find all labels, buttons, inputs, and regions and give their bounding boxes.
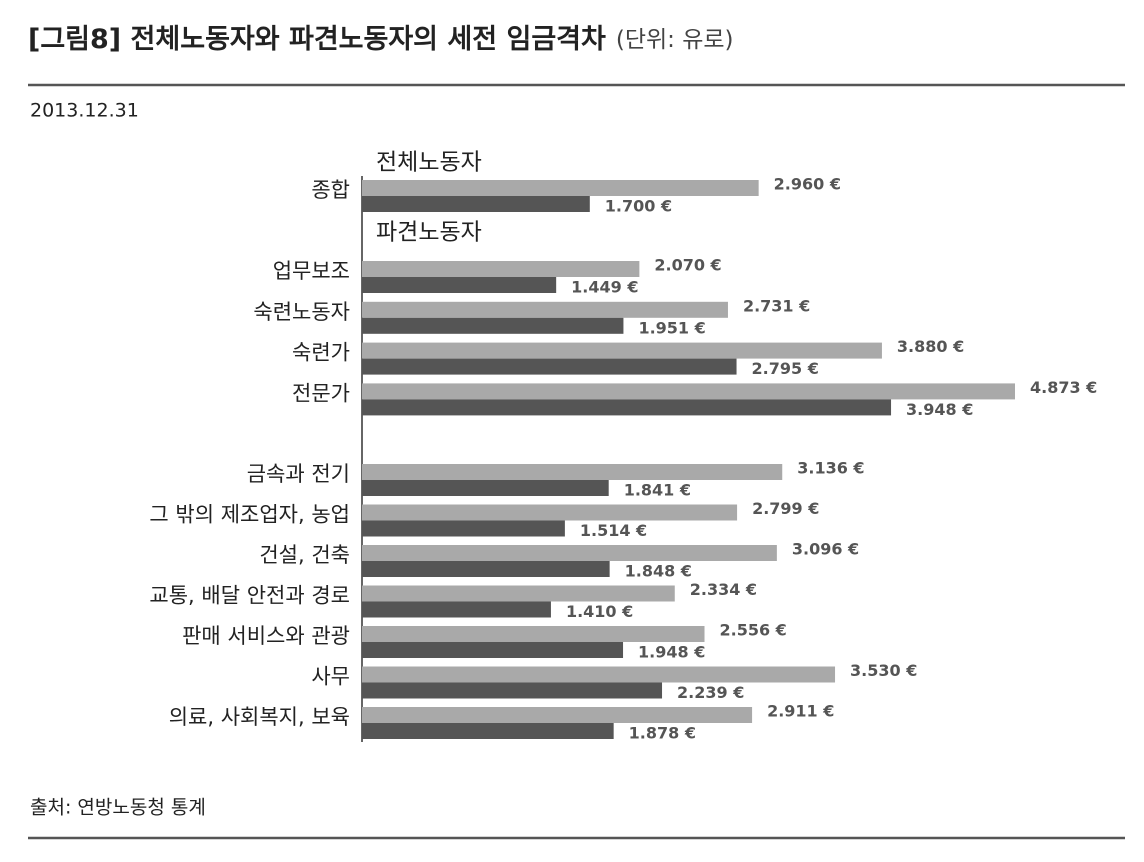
bar [362,317,624,334]
value-label: 1.848 € [625,562,692,581]
value-label: 1.948 € [638,643,705,662]
bar [362,180,759,196]
bar [362,642,624,658]
bar [362,682,663,699]
bar [362,504,738,521]
value-label: 2.239 € [677,683,744,702]
category-label: 숙련가 [292,341,350,365]
category-label: 판매 서비스와 관광 [182,624,350,648]
value-label: 3.948 € [906,400,973,419]
value-label: 1.841 € [624,481,691,500]
value-label: 3.880 € [897,337,964,356]
category-label: 숙련노동자 [253,300,350,324]
value-label: 1.700 € [605,197,672,216]
value-label: 1.951 € [638,318,705,337]
value-label: 2.795 € [752,359,819,378]
value-label: 3.530 € [850,661,917,680]
bar [362,666,836,683]
bar [362,520,565,537]
bar [362,301,728,318]
bar [362,480,609,496]
value-label: 1.410 € [566,602,633,621]
bar [362,561,610,577]
category-label: 의료, 사회복지, 보육 [169,705,350,729]
unit-label: (단위: 유로) [616,27,734,53]
category-label: 그 밖의 제조업자, 농업 [149,503,350,527]
legend-label: 전체노동자 [376,150,482,176]
bar [362,277,557,293]
category-label: 건설, 건축 [259,543,350,567]
value-label: 2.556 € [720,621,787,640]
date-label: 2013.12.31 [30,100,139,122]
value-label: 3.136 € [797,459,864,478]
category-label: 사무 [311,665,350,689]
bar [362,585,675,602]
bar [362,383,1015,400]
bar [362,399,892,416]
category-label: 종합 [311,178,350,202]
bar [362,358,737,375]
chart-title: [그림8] 전체노동자와 파견노동자의 세전 임금격차 (단위: 유로) [28,24,734,55]
value-label: 3.096 € [792,540,859,559]
bar [362,261,640,277]
value-label: 2.911 € [767,702,834,721]
value-label: 2.799 € [752,499,819,518]
value-label: 2.960 € [774,175,841,194]
category-label: 전문가 [292,381,350,405]
bar [362,196,590,212]
value-label: 1.878 € [629,724,696,743]
category-label: 금속과 전기 [247,462,350,486]
bar [362,545,777,561]
category-label: 업무보조 [273,259,350,283]
bar [362,342,882,359]
value-label: 2.334 € [690,580,757,599]
value-label: 1.449 € [571,278,638,297]
title-main: [그림8] 전체노동자와 파견노동자의 세전 임금격차 [28,24,606,55]
bar [362,723,614,739]
value-label: 2.731 € [743,296,810,315]
source-label: 출처: 연방노동청 통계 [30,797,206,819]
legend-label: 파견노동자 [376,220,482,246]
bar [362,707,753,723]
bar [362,601,551,618]
bar [362,464,783,480]
category-label: 교통, 배달 안전과 경로 [149,584,350,608]
value-label: 1.514 € [580,521,647,540]
value-label: 4.873 € [1030,378,1097,397]
bar [362,626,705,642]
value-label: 2.070 € [654,256,721,275]
